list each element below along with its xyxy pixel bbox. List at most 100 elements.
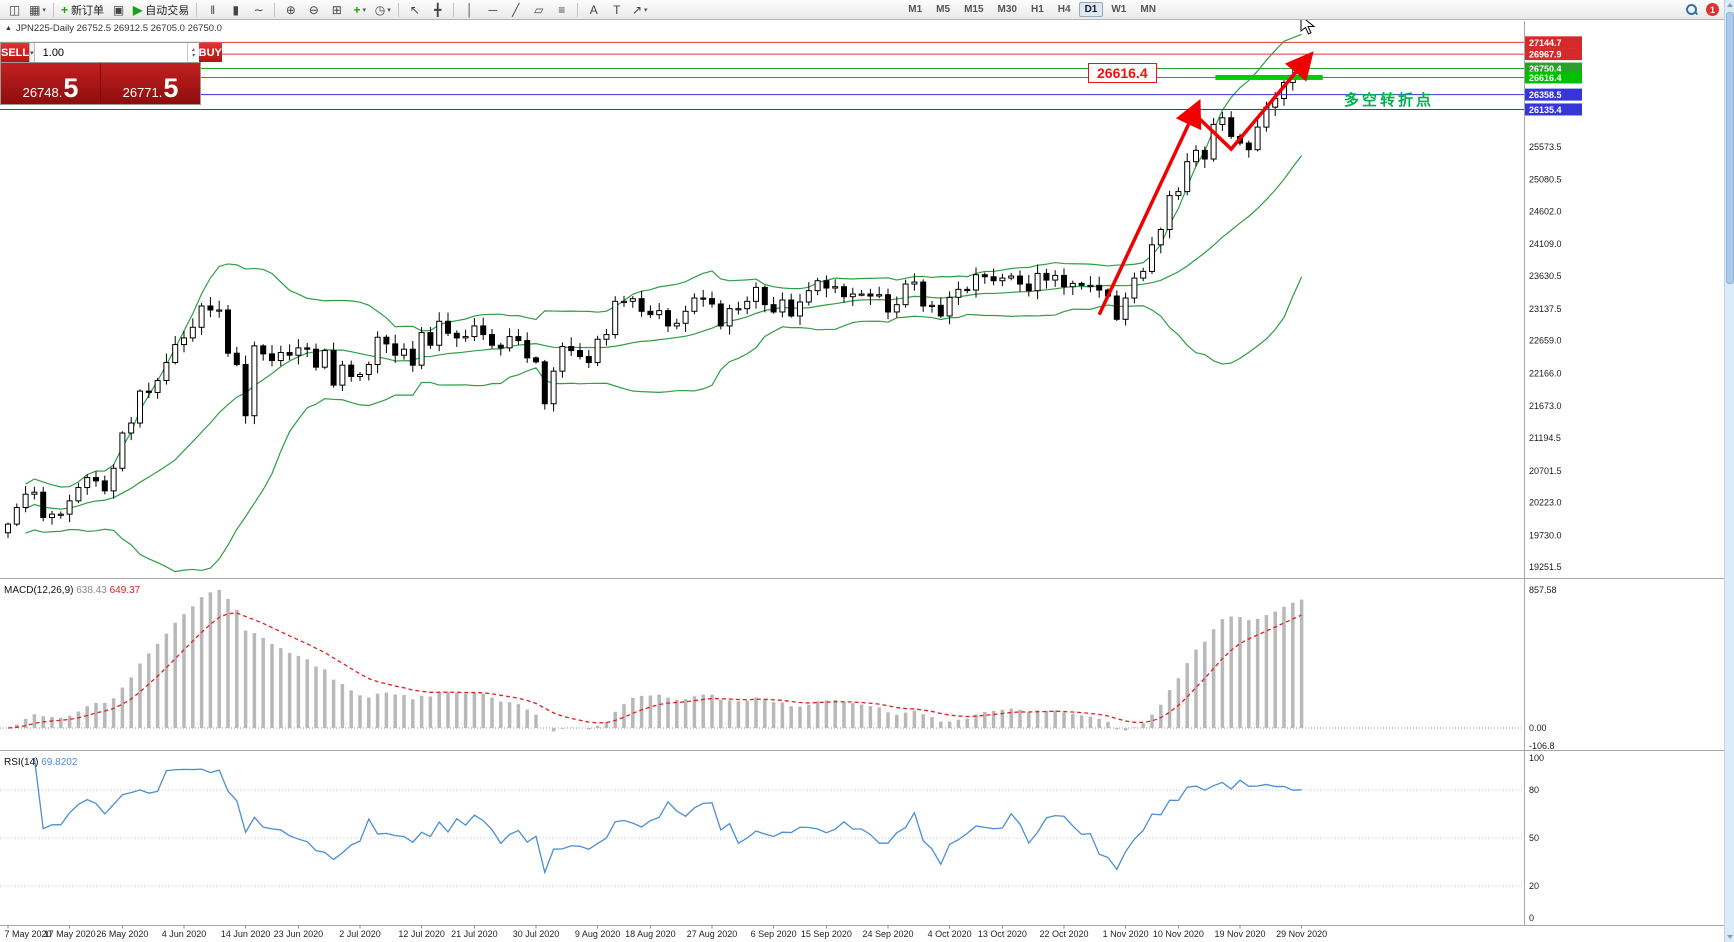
- dropdown-arrow-icon: ▾: [362, 6, 367, 14]
- collapse-icon[interactable]: ▲: [5, 25, 12, 32]
- svg-text:22166.0: 22166.0: [1529, 368, 1562, 378]
- svg-text:23630.5: 23630.5: [1529, 271, 1562, 281]
- tile-windows-icon[interactable]: ⊞: [331, 2, 342, 17]
- timeframe-w1[interactable]: W1: [1111, 4, 1127, 15]
- notification-badge[interactable]: 1: [1706, 3, 1719, 16]
- svg-text:14 Jun 2020: 14 Jun 2020: [221, 929, 271, 939]
- text-tool-icon[interactable]: A: [589, 2, 598, 17]
- svg-text:17 May 2020: 17 May 2020: [44, 929, 96, 939]
- toolbar-separator: [453, 2, 455, 17]
- rsi-label: RSI(14) 69.8202: [4, 757, 78, 768]
- scroll-up-arrow[interactable]: [1727, 3, 1733, 7]
- chart-windows-icon[interactable]: ▣: [112, 2, 125, 17]
- zoom-in-icon[interactable]: ⊕: [285, 2, 296, 17]
- timeframe-h1[interactable]: H1: [1030, 4, 1044, 15]
- svg-text:29 Nov 2020: 29 Nov 2020: [1276, 929, 1327, 939]
- support-line-segment[interactable]: [1215, 74, 1323, 80]
- channel-icon[interactable]: ▱: [534, 2, 544, 17]
- volume-input[interactable]: [34, 43, 187, 62]
- turning-point-label[interactable]: 多空转折点: [1344, 92, 1435, 109]
- trade-panel-prices: 26748. 5 26771. 5: [1, 63, 200, 104]
- scroll-down-arrow[interactable]: [1727, 935, 1733, 939]
- toolbar: ◫ ▦ ▾ + 新订单 ▣ ▶ 自动交易 ‖ ▮ ∼ ⊕ ⊖ ⊞ + ▾ ◷ ▾ ↖ ╋ │ ─ ╱ ▱ ≡ A T ↗ ▾ M1 M5 M…: [0, 0, 1734, 20]
- timeframe-mn[interactable]: MN: [1140, 4, 1156, 15]
- svg-text:12 Jul 2020: 12 Jul 2020: [398, 929, 445, 939]
- svg-text:18 Aug 2020: 18 Aug 2020: [625, 929, 676, 939]
- sell-price[interactable]: 26748. 5: [1, 63, 100, 104]
- svg-text:20: 20: [1529, 881, 1539, 891]
- svg-text:24 Sep 2020: 24 Sep 2020: [862, 929, 913, 939]
- horizontal-line-icon[interactable]: ─: [488, 2, 497, 17]
- svg-text:26967.9: 26967.9: [1529, 50, 1562, 60]
- svg-text:13 Oct 2020: 13 Oct 2020: [978, 929, 1027, 939]
- timeframe-d1[interactable]: D1: [1078, 2, 1104, 17]
- macd-panel: [0, 590, 1524, 732]
- price-tag: [1525, 48, 1582, 61]
- price-tag: [1525, 103, 1582, 116]
- svg-text:21673.0: 21673.0: [1529, 401, 1562, 411]
- toolbar-separator: [53, 2, 54, 17]
- scrollbar-thumb[interactable]: [1726, 12, 1734, 284]
- bollinger-bands: [25, 33, 1303, 573]
- chart-profiles-icon[interactable]: ▦ ▾: [29, 2, 46, 17]
- buy-button[interactable]: BUY: [198, 43, 222, 62]
- timeframe-m30[interactable]: M30: [997, 4, 1017, 15]
- sell-price-prefix: 26748.: [22, 85, 63, 100]
- zoom-out-icon[interactable]: ⊖: [308, 2, 319, 17]
- timeframe-h4[interactable]: H4: [1057, 4, 1071, 15]
- new-order-button[interactable]: + 新订单: [61, 2, 105, 17]
- label-tool-icon[interactable]: T: [613, 2, 621, 17]
- buy-price-big-digit: 5: [163, 73, 179, 103]
- svg-text:26750.4: 26750.4: [1529, 64, 1562, 74]
- buy-price[interactable]: 26771. 5: [100, 63, 200, 104]
- price-annotation-box[interactable]: 26616.4: [1088, 63, 1157, 83]
- toolbar-separator: [577, 2, 579, 17]
- svg-text:1 Nov 2020: 1 Nov 2020: [1103, 929, 1149, 939]
- timeframe-m15[interactable]: M15: [964, 4, 984, 15]
- vertical-scrollbar[interactable]: [1724, 0, 1734, 942]
- svg-text:857.58: 857.58: [1529, 585, 1557, 595]
- search-icon[interactable]: [1685, 3, 1698, 16]
- svg-text:2 Jul 2020: 2 Jul 2020: [339, 929, 381, 939]
- crosshair-icon[interactable]: ╋: [434, 2, 442, 17]
- svg-text:26 May 2020: 26 May 2020: [96, 929, 148, 939]
- toolbar-separator: [398, 2, 400, 17]
- bar-chart-icon[interactable]: ‖: [210, 2, 216, 17]
- timeframe-m1[interactable]: M1: [908, 4, 923, 15]
- spinner-down-icon[interactable]: ▾: [191, 52, 195, 59]
- vertical-line-icon[interactable]: │: [466, 2, 474, 17]
- rsi-panel: [0, 757, 1524, 887]
- volume-field: ▴ ▾: [34, 43, 199, 62]
- indicators-icon[interactable]: + ▾: [353, 2, 367, 17]
- one-click-trading-panel: SELL ▾ ▴ ▾ BUY 26748.5 26771.5: [0, 42, 222, 105]
- price-axis: 25573.5 25080.5 24602.0 24109.0 23630.5 23137…: [1525, 36, 1582, 923]
- trendline-icon[interactable]: ╱: [512, 2, 520, 17]
- fibonacci-icon[interactable]: ≡: [558, 2, 566, 17]
- dropdown-arrow-icon: ▾: [387, 6, 391, 14]
- timeframe-m5[interactable]: M5: [936, 4, 951, 15]
- auto-trading-button[interactable]: ▶ 自动交易: [133, 2, 190, 17]
- horizontal-level-lines[interactable]: [0, 41, 1524, 110]
- line-chart-icon[interactable]: ∼: [253, 2, 264, 17]
- trend-arrows[interactable]: [1097, 51, 1314, 316]
- volume-spinner[interactable]: ▴ ▾: [186, 43, 199, 62]
- toolbar-right: 1: [1685, 3, 1731, 16]
- periods-icon[interactable]: ◷ ▾: [374, 2, 391, 17]
- panel-separators: [0, 21, 1725, 926]
- sell-price-big-digit: 5: [63, 73, 79, 103]
- svg-text:19251.5: 19251.5: [1529, 562, 1562, 572]
- new-chart-icon[interactable]: ◫: [8, 2, 21, 17]
- toolbar-items: ◫ ▦ ▾ + 新订单 ▣ ▶ 自动交易 ‖ ▮ ∼ ⊕ ⊖ ⊞ + ▾ ◷ ▾ ↖ ╋ │ ─ ╱ ▱ ≡ A T ↗ ▾: [3, 0, 651, 19]
- arrows-tool-icon[interactable]: ↗ ▾: [631, 2, 648, 17]
- price-tag: [1525, 36, 1582, 49]
- svg-text:4 Oct 2020: 4 Oct 2020: [928, 929, 972, 939]
- svg-text:4 Jun 2020: 4 Jun 2020: [162, 929, 207, 939]
- svg-text:20223.0: 20223.0: [1529, 498, 1562, 508]
- sell-button[interactable]: SELL: [1, 43, 30, 62]
- svg-text:24602.0: 24602.0: [1529, 206, 1562, 216]
- candlestick-chart-icon[interactable]: ▮: [232, 2, 240, 17]
- svg-text:21194.5: 21194.5: [1529, 433, 1561, 443]
- svg-text:23 Jun 2020: 23 Jun 2020: [274, 929, 324, 939]
- cursor-icon[interactable]: ↖: [409, 2, 420, 17]
